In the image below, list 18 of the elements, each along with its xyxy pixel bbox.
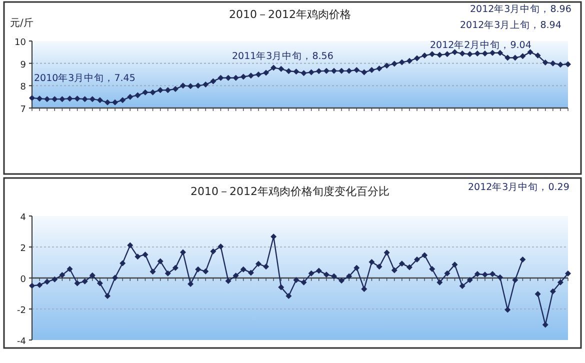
y-tick-label: 2 <box>20 244 26 254</box>
y-tick-label: -2 <box>17 306 26 316</box>
y-axis-title: 元/斤 <box>10 17 34 29</box>
text: 2012年3月上旬，8.94 <box>460 19 562 31</box>
y-tick-label: 9 <box>20 60 26 70</box>
annotation: 2012年2月中旬，9.04 <box>430 39 532 51</box>
y-tick-label: 7 <box>20 105 26 115</box>
annotation: 2010年3月中旬，7.45 <box>34 72 136 84</box>
y-tick-label: -4 <box>17 337 26 347</box>
y-tick-label: 10 <box>14 38 26 48</box>
text: 2012年3月中旬，0.29 <box>468 181 570 193</box>
chart-title: 2010－2012年鸡肉价格 <box>229 8 351 21</box>
annotation: 2011年3月中旬，8.56 <box>232 50 334 62</box>
y-tick-label: 8 <box>20 82 26 93</box>
y-tick-label: 4 <box>20 213 26 223</box>
chart-title: 2010－2012年鸡肉价格旬度变化百分比 <box>190 185 390 198</box>
text: 2012年3月中旬，8.96 <box>470 3 572 15</box>
y-tick-label: 0 <box>20 275 26 285</box>
